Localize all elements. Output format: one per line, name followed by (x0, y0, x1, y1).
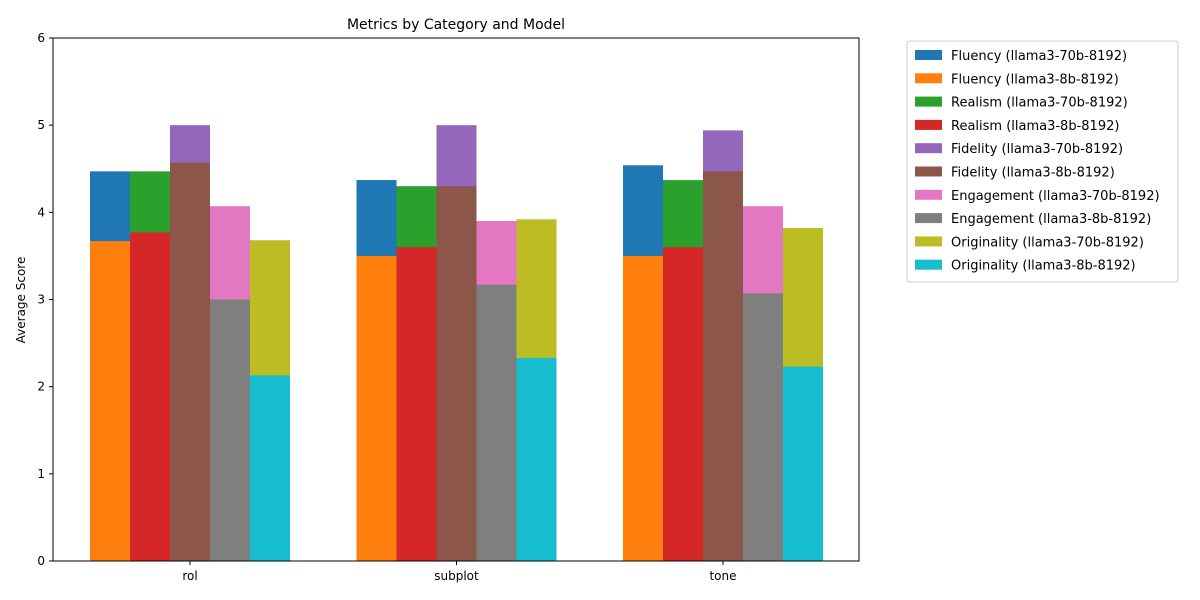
bar-engagement-8b-rol (210, 299, 250, 561)
bar-realism-8b-tone (663, 247, 703, 561)
legend-swatch (915, 143, 942, 154)
bar-fluency-8b-tone (623, 255, 663, 561)
y-tick-label: 6 (37, 31, 45, 45)
legend-entry: Originality (llama3-8b-8192) (951, 259, 1136, 274)
bar-realism-8b-subplot (396, 247, 437, 561)
legend-swatch (915, 236, 942, 247)
legend-entry: Fluency (llama3-8b-8192) (951, 72, 1119, 87)
bar-fidelity-8b-subplot (436, 186, 477, 561)
legend-entry: Fidelity (llama3-70b-8192) (951, 142, 1123, 157)
legend-entry: Originality (llama3-70b-8192) (951, 235, 1144, 250)
legend-box (906, 40, 1179, 283)
legend-swatch (915, 189, 942, 200)
legend: Fluency (llama3-70b-8192) Fluency (llama3… (906, 40, 1179, 283)
bar-fluency-8b-rol (90, 241, 130, 561)
bar-engagement-8b-tone (743, 293, 783, 561)
legend-swatch (915, 213, 942, 224)
y-tick-label: 5 (37, 118, 45, 132)
legend-swatch (915, 119, 942, 130)
legend-swatch (915, 50, 942, 60)
chart-title: Metrics by Category and Model (347, 17, 565, 33)
legend-swatch (915, 73, 942, 84)
bar-engagement-8b-subplot (476, 284, 517, 561)
bars-layer (90, 125, 823, 562)
x-tick-label: subplot (434, 569, 479, 583)
x-tick-label: tone (709, 569, 736, 583)
legend-swatch (915, 96, 942, 107)
legend-entry: Fidelity (llama3-8b-8192) (951, 166, 1115, 181)
bar-originality-8b-rol (250, 375, 290, 561)
x-tick-label: rol (182, 569, 197, 583)
bar-fidelity-8b-tone (703, 171, 743, 562)
bar-originality-8b-tone (783, 366, 823, 561)
legend-entry: Realism (llama3-70b-8192) (951, 96, 1128, 111)
y-tick-label: 1 (37, 467, 45, 481)
y-tick-label: 4 (37, 205, 45, 219)
legend-entry: Engagement (llama3-8b-8192) (951, 212, 1151, 227)
bar-realism-8b-rol (130, 232, 170, 562)
legend-entry: Fluency (llama3-70b-8192) (951, 49, 1127, 64)
bar-fluency-8b-subplot (356, 255, 397, 561)
axes-layer: 0 1 2 3 4 5 6 rol subplot tone (37, 31, 860, 583)
y-tick-label: 2 (37, 380, 45, 394)
legend-entry: Engagement (llama3-70b-8192) (951, 189, 1160, 204)
bar-originality-8b-subplot (516, 357, 557, 561)
y-axis-title: Average Score (14, 257, 28, 344)
y-tick-label: 3 (37, 293, 45, 307)
legend-entry: Realism (llama3-8b-8192) (951, 119, 1119, 134)
legend-swatch (915, 259, 942, 270)
legend-swatch (915, 166, 942, 177)
y-tick-label: 0 (37, 554, 45, 568)
bar-fidelity-8b-rol (170, 162, 210, 562)
